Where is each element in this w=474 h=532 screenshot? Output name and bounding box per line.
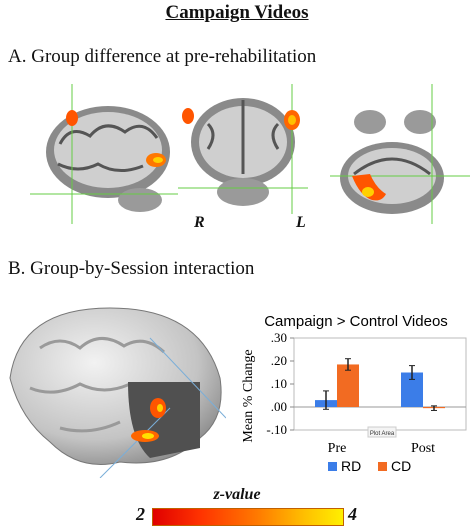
surface-brain-render: [0, 298, 226, 478]
axial-folia-lines: [353, 157, 431, 176]
x-category-label: Post: [411, 441, 435, 456]
surface-brain-gyri: [29, 337, 166, 433]
y-tick-label: .30: [271, 330, 287, 345]
sagittal-cerebellum: [118, 188, 162, 212]
y-tick-label: -.10: [266, 422, 287, 437]
colorbar-min-label: 2: [136, 504, 145, 524]
colorbar: [152, 508, 344, 526]
axial-temporal-left: [354, 110, 386, 134]
legend-label-cd: CD: [391, 458, 411, 474]
legend-swatch-rd: [328, 462, 337, 471]
coronal-activation-core: [288, 115, 296, 125]
coronal-sulci: [206, 122, 280, 150]
y-axis-label: Mean % Change: [241, 349, 256, 442]
x-category-label: Pre: [328, 441, 347, 456]
bar-cd-pre: [337, 364, 359, 407]
sagittal-activation-blob-top: [66, 110, 78, 126]
plot-area-tooltip-box: [367, 426, 397, 438]
plot-area-tooltip: Plot Area: [370, 431, 395, 437]
bar-chart: Campaign > Control Videos Mean % Change …: [241, 313, 467, 474]
colorbar-label: z-value: [213, 486, 261, 503]
surface-activation-core-2: [142, 433, 154, 439]
coronal-activation-left: [182, 108, 194, 124]
orientation-label-l: L: [296, 214, 306, 231]
axial-slice-image: [330, 84, 470, 224]
y-tick-label: .20: [271, 353, 287, 368]
axial-activation-core: [362, 187, 374, 197]
chart-title: Campaign > Control Videos: [264, 313, 448, 330]
orientation-label-r: R: [194, 214, 205, 231]
section-b-title: B. Group-by-Session interaction: [8, 258, 255, 279]
chart-legend: RD CD: [328, 458, 411, 474]
surface-plane-line-bottom: [99, 407, 171, 478]
figure-title: Campaign Videos: [165, 2, 309, 23]
sagittal-activation-blob-core: [153, 157, 163, 163]
colorbar-max-label: 4: [348, 504, 357, 524]
legend-swatch-cd: [378, 462, 387, 471]
plot-frame: [293, 337, 467, 431]
surface-activation-core-1: [157, 404, 163, 412]
axial-temporal-right: [404, 110, 436, 134]
coronal-slice-image: [178, 84, 308, 214]
plot-area: -.10 .00 .10 .20 .30 Pre Post: [266, 330, 467, 456]
surface-plane-line-top: [149, 337, 226, 419]
coronal-cerebellum: [217, 178, 269, 206]
y-tick-label: .10: [271, 376, 287, 391]
sagittal-slice-image: [30, 84, 180, 224]
section-a-title: A. Group difference at pre-rehabilitatio…: [8, 46, 317, 67]
y-tick-label: .00: [271, 399, 287, 414]
legend-label-rd: RD: [341, 458, 361, 474]
sagittal-sulci-lower: [57, 162, 144, 172]
bar-rd-post: [401, 372, 423, 407]
